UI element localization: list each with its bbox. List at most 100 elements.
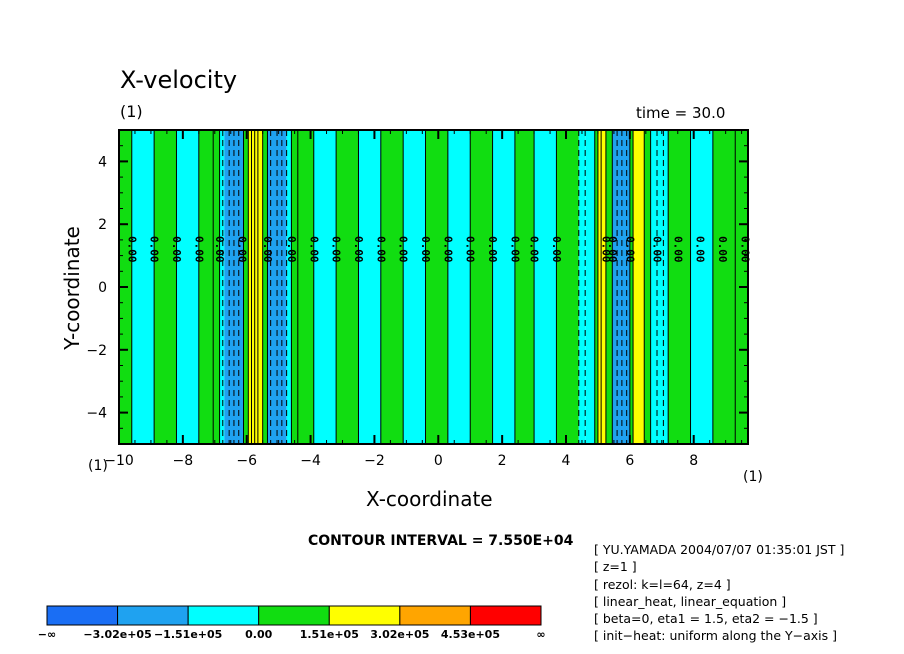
field-band — [176, 130, 199, 444]
y-tick-label: 4 — [98, 154, 107, 170]
field-band — [297, 130, 314, 444]
contour-label: 0.00 — [623, 236, 636, 263]
x-tick-label: −2 — [364, 453, 385, 469]
time-label: time = 30.0 — [636, 104, 726, 122]
x-tick-label: 2 — [498, 453, 507, 469]
contour-label: 0.00 — [508, 236, 521, 263]
contour-label: 0.00 — [170, 236, 183, 263]
field-band — [514, 130, 535, 444]
field-band — [380, 130, 404, 444]
colorbar-tick-label: −∞ — [37, 628, 57, 641]
colorbar-swatch — [258, 605, 330, 626]
panel-label: (1) — [120, 102, 143, 121]
field-band — [425, 130, 448, 444]
contour-label: 0.00 — [486, 236, 499, 263]
colorbar-tick-label: 1.51e+05 — [299, 628, 359, 641]
field-band — [336, 130, 359, 444]
field-band — [470, 130, 493, 444]
x-tick-label: 8 — [689, 453, 698, 469]
info-line: [ linear_heat, linear_equation ] — [594, 593, 787, 609]
contour-label: 0.00 — [192, 236, 205, 263]
field-band — [219, 130, 225, 444]
field-band — [403, 130, 426, 444]
contour-label: 0.00 — [235, 236, 248, 263]
contour-label: 0.00 — [464, 236, 477, 263]
field-band — [154, 130, 177, 444]
y-tick-label: 0 — [98, 280, 107, 296]
colorbar-swatch — [328, 605, 401, 626]
contour-label: 0.00 — [261, 236, 274, 263]
field-band — [286, 130, 292, 444]
field-band — [358, 130, 381, 444]
colorbar-swatch — [46, 605, 119, 626]
x-tick-label: 6 — [625, 453, 634, 469]
contour-label: 0.00 — [352, 236, 365, 263]
contour-label: 0.00 — [599, 236, 612, 263]
chart-title: X-velocity — [120, 66, 238, 94]
corner-label-left: (1) — [88, 458, 108, 474]
contour-label: 0.00 — [148, 236, 161, 263]
field-band — [213, 130, 220, 444]
field-band — [633, 130, 645, 444]
colorbar-swatch — [399, 605, 471, 626]
field-band — [605, 130, 613, 444]
info-line: [ z=1 ] — [594, 559, 637, 575]
field-band — [248, 130, 263, 444]
y-tick-label: −2 — [86, 343, 107, 359]
field-band — [267, 130, 287, 444]
x-tick-label: −10 — [104, 453, 134, 469]
field-band — [313, 130, 337, 444]
contour-label: 0.00 — [671, 236, 684, 263]
contour-label: 0.00 — [397, 236, 410, 263]
field-band — [578, 130, 586, 444]
contour-label: 0.00 — [606, 236, 619, 263]
field-band — [198, 130, 214, 444]
field-band — [650, 130, 669, 444]
x-tick-label: −4 — [300, 453, 321, 469]
contour-label: 0.00 — [694, 236, 707, 263]
colorbar-tick-label: −3.02e+05 — [83, 628, 152, 641]
x-axis-label: X-coordinate — [366, 487, 493, 511]
field-band — [224, 130, 244, 444]
colorbar-swatch — [187, 605, 260, 626]
field-band — [585, 130, 595, 444]
y-axis-label: Y-coordinate — [60, 226, 84, 350]
y-tick-label: 2 — [98, 217, 107, 233]
contour-interval: CONTOUR INTERVAL = 7.550E+04 — [308, 533, 574, 549]
contour-label: 0.00 — [307, 236, 320, 263]
field-band — [629, 130, 634, 444]
colorbar-swatch — [469, 605, 542, 626]
field-band — [131, 130, 155, 444]
info-line: [ rezol: k=l=64, z=4 ] — [594, 576, 731, 592]
field-band — [690, 130, 713, 444]
colorbar-tick-label: 3.02e+05 — [370, 628, 430, 641]
x-tick-label: −8 — [173, 453, 194, 469]
info-line: [ init−heat: uniform along the Y−axis ] — [594, 628, 837, 644]
field-band — [597, 130, 606, 444]
x-tick-label: 0 — [434, 453, 443, 469]
contour-label: 0.00 — [651, 236, 664, 263]
info-line: [ beta=0, eta1 = 1.5, eta2 = −1.5 ] — [594, 611, 818, 627]
contour-label: 0.00 — [441, 236, 454, 263]
info-line: [ YU.YAMADA 2004/07/07 01:35:01 JST ] — [594, 542, 845, 557]
colorbar-tick-label: 4.53e+05 — [440, 628, 500, 641]
contour-label: 0.00 — [213, 236, 226, 263]
contour-label: 0.00 — [330, 236, 343, 263]
field-band — [534, 130, 557, 444]
field-band — [644, 130, 651, 444]
colorbar-tick-label: ∞ — [536, 628, 546, 641]
colorbar-tick-label: −1.51e+05 — [153, 628, 223, 641]
contour-label: 0.00 — [125, 236, 138, 263]
colorbar-swatch — [117, 605, 189, 626]
field-band — [668, 130, 691, 444]
contour-label: 0.00 — [716, 236, 729, 263]
contour-label: 0.00 — [285, 236, 298, 263]
field-band — [556, 130, 579, 444]
contour-label: 0.00 — [419, 236, 432, 263]
field-band — [712, 130, 736, 444]
contour-label: 0.00 — [550, 236, 563, 263]
field-band — [243, 130, 249, 444]
contour-label: 0.00 — [528, 236, 541, 263]
colorbar-tick-label: 0.00 — [245, 628, 273, 641]
